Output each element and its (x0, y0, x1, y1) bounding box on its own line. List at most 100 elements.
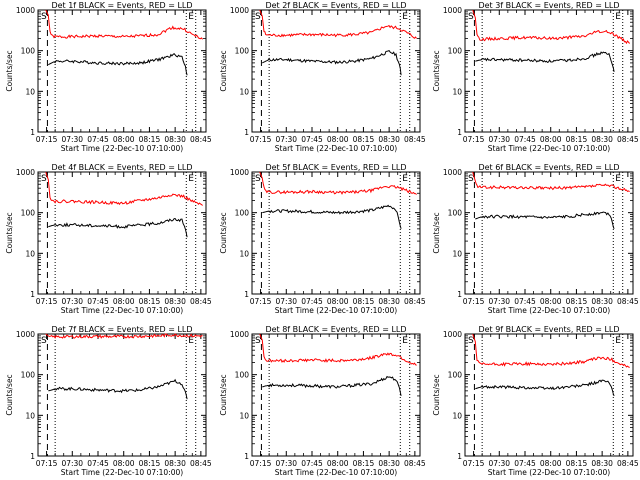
x-tick-label: 07:15 (250, 135, 272, 144)
x-axis-label: Start Time (22-Dec-10 07:10:00) (488, 468, 610, 477)
y-tick-label: 1 (457, 290, 462, 299)
marker-label-s: S (41, 12, 47, 22)
events-series-line (475, 51, 615, 72)
y-axis-label: Counts/sec (432, 50, 441, 91)
marker-label-s: S (468, 12, 474, 22)
panel-det-2f: Det 2f BLACK = Events, RED = LLD 1 10 100 10… (219, 1, 426, 153)
x-tick-label: 08:00 (113, 459, 135, 468)
panel-det-8f: Det 8f BLACK = Events, RED = LLD 1 10 100 10… (219, 325, 426, 477)
y-tick-label: 10 (239, 87, 249, 96)
x-tick-label: 07:15 (463, 297, 485, 306)
y-tick-label: 1 (457, 452, 462, 461)
y-axis-label: Counts/sec (432, 212, 441, 253)
y-axis-label: Counts/sec (219, 374, 228, 415)
x-axis-label: Start Time (22-Dec-10 07:10:00) (61, 306, 183, 315)
panel-title: Det 7f BLACK = Events, RED = LLD (51, 325, 192, 334)
y-tick-label: 10 (25, 249, 35, 258)
x-tick-label: 08:15 (566, 297, 588, 306)
y-axis-label: Counts/sec (219, 50, 228, 91)
panel-title: Det 4f BLACK = Events, RED = LLD (51, 163, 192, 172)
x-tick-label: 07:45 (514, 135, 536, 144)
events-series-line (475, 379, 615, 397)
x-tick-label: 08:00 (113, 135, 135, 144)
x-tick-label: 08:30 (591, 297, 613, 306)
x-tick-label: 07:30 (488, 135, 510, 144)
marker-label-e: E (402, 174, 408, 184)
x-axis-label: Start Time (22-Dec-10 07:10:00) (275, 306, 397, 315)
x-tick-label: 07:15 (250, 297, 272, 306)
lld-series-line (472, 9, 630, 45)
y-axis-label: Counts/sec (5, 50, 14, 91)
y-tick-label: 1 (457, 128, 462, 137)
y-tick-label: 1000 (230, 330, 249, 339)
y-tick-label: 1000 (16, 330, 35, 339)
events-series-line (48, 378, 188, 400)
y-tick-label: 1 (30, 452, 35, 461)
panel-det-4f: Det 4f BLACK = Events, RED = LLD 1 10 100 10… (5, 163, 212, 315)
panel-title: Det 8f BLACK = Events, RED = LLD (265, 325, 406, 334)
panel-det-6f: Det 6f BLACK = Events, RED = LLD 1 10 100 10… (432, 163, 639, 315)
y-tick-label: 1000 (16, 6, 35, 15)
x-tick-label: 07:15 (250, 459, 272, 468)
events-series-line (262, 49, 402, 76)
x-tick-label: 08:45 (617, 459, 639, 468)
x-tick-label: 08:00 (113, 297, 135, 306)
x-axis-label: Start Time (22-Dec-10 07:10:00) (61, 468, 183, 477)
x-tick-label: 08:00 (327, 297, 349, 306)
x-tick-label: 08:45 (404, 459, 426, 468)
x-tick-label: 07:30 (488, 297, 510, 306)
y-tick-label: 10 (452, 249, 462, 258)
x-tick-label: 07:30 (275, 135, 297, 144)
x-tick-label: 07:45 (87, 297, 109, 306)
y-tick-label: 10 (452, 411, 462, 420)
x-tick-label: 08:00 (540, 459, 562, 468)
x-tick-label: 08:15 (353, 297, 375, 306)
y-tick-label: 1 (30, 290, 35, 299)
panel-title: Det 9f BLACK = Events, RED = LLD (478, 325, 619, 334)
x-tick-label: 07:45 (301, 297, 323, 306)
x-tick-label: 08:45 (617, 297, 639, 306)
x-axis-label: Start Time (22-Dec-10 07:10:00) (488, 144, 610, 153)
x-tick-label: 08:00 (540, 297, 562, 306)
plot-frame (251, 171, 421, 295)
lld-series-line (472, 333, 630, 368)
y-tick-label: 100 (235, 47, 250, 56)
lld-series-line (45, 333, 203, 339)
plot-frame (37, 171, 207, 295)
x-tick-label: 07:30 (275, 297, 297, 306)
events-series-line (48, 217, 188, 238)
y-axis-label: Counts/sec (432, 374, 441, 415)
x-tick-label: 08:15 (353, 459, 375, 468)
y-tick-label: 100 (448, 47, 463, 56)
marker-label-e: E (615, 174, 621, 184)
plot-frame (464, 9, 634, 133)
x-tick-label: 08:30 (591, 135, 613, 144)
y-tick-label: 1000 (230, 6, 249, 15)
events-series-line (48, 53, 188, 76)
x-tick-label: 07:45 (87, 135, 109, 144)
x-tick-label: 08:00 (540, 135, 562, 144)
y-tick-label: 100 (21, 47, 36, 56)
y-tick-label: 1000 (443, 6, 462, 15)
x-tick-label: 08:45 (190, 297, 212, 306)
lld-series-line (259, 9, 417, 39)
plot-frame (251, 9, 421, 133)
y-tick-label: 1000 (443, 330, 462, 339)
x-tick-label: 08:15 (139, 459, 161, 468)
plot-frame (251, 333, 421, 457)
y-axis-label: Counts/sec (5, 374, 14, 415)
x-tick-label: 07:15 (463, 459, 485, 468)
y-tick-label: 1 (244, 290, 249, 299)
lld-series-line (45, 171, 203, 206)
y-tick-label: 100 (21, 371, 36, 380)
y-tick-label: 100 (448, 371, 463, 380)
y-tick-label: 100 (235, 209, 250, 218)
x-tick-label: 07:30 (488, 459, 510, 468)
panel-title: Det 2f BLACK = Events, RED = LLD (265, 1, 406, 10)
x-tick-label: 08:45 (404, 297, 426, 306)
x-tick-label: 08:15 (566, 135, 588, 144)
lld-series-line (45, 9, 203, 40)
y-tick-label: 1000 (443, 168, 462, 177)
x-tick-label: 08:00 (327, 135, 349, 144)
